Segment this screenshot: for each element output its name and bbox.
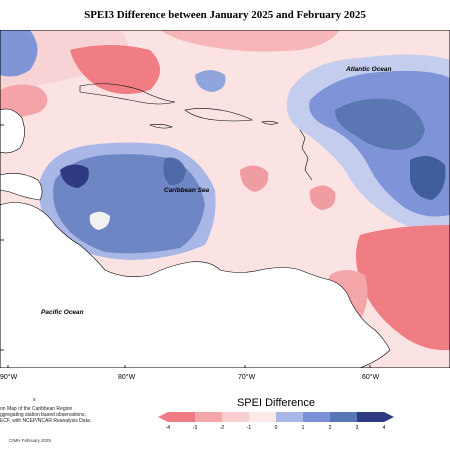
caribbean-sea-label: Caribbean Sea: [164, 187, 210, 194]
credit-text: CIMH February 2025: [9, 438, 52, 443]
colorbar-tick-label: 2: [328, 425, 332, 431]
anomaly-navy-honduras: [60, 164, 89, 188]
anomaly-darkblue-atlantic: [335, 98, 425, 150]
land-yucatan: [0, 173, 43, 201]
anomaly-red-gulf: [0, 84, 48, 117]
colorbar-tick-label: -4: [165, 425, 171, 431]
colorbar-segment: [168, 412, 196, 422]
anomaly-navy-atlantic: [410, 156, 446, 200]
colorbar-arrow-left: [158, 412, 168, 422]
note-mark: s: [33, 397, 36, 403]
lon-label-4: 60°W: [362, 374, 380, 381]
anomaly-blue-nw: [0, 30, 38, 77]
anomaly-darkblue-jamaica: [163, 157, 186, 186]
legend-colorbar: [158, 412, 394, 422]
lon-label-2: 80°W: [118, 374, 136, 381]
anomaly-blue-small: [195, 70, 226, 92]
map-canvas: [0, 30, 450, 368]
legend-title: SPEI Difference: [236, 397, 316, 409]
pacific-ocean-label: Pacific Ocean: [41, 309, 84, 316]
note-line-2: ggregating station based observations,: [0, 412, 86, 418]
colorbar-tick-label: -3: [192, 425, 198, 431]
colorbar-segment: [303, 412, 331, 422]
anomaly-red-cuba: [70, 45, 160, 94]
map-title: SPEI3 Difference between January 2025 an…: [84, 9, 366, 21]
anomaly-red-spot-1: [240, 165, 269, 192]
anomaly-red-se: [356, 225, 450, 351]
colorbar-segment: [276, 412, 304, 422]
colorbar-tick-label: -2: [219, 425, 225, 431]
colorbar-tick-label: -1: [246, 425, 252, 431]
colorbar-segment: [357, 412, 385, 422]
lon-label-1: 90°W: [0, 374, 18, 381]
colorbar-segment: [195, 412, 223, 422]
colorbar-tick-label: 3: [355, 425, 359, 431]
atlantic-ocean-label: Atlantic Ocean: [346, 66, 392, 73]
colorbar-tick-label: 4: [382, 425, 386, 431]
note-line-3: ECF, with NCEP/NCAR Reanalysis Data.: [0, 418, 92, 424]
colorbar-segment: [249, 412, 277, 422]
island-jamaica: [148, 124, 173, 129]
lesser-antilles: [299, 129, 313, 181]
colorbar-segment: [330, 412, 358, 422]
colorbar-tick-label: 1: [301, 425, 305, 431]
spei-map: [0, 30, 450, 368]
land-florida-mexico: [0, 108, 25, 154]
anomaly-pink-north: [160, 30, 340, 52]
colorbar-tick-label: 0: [274, 425, 278, 431]
island-cuba: [79, 83, 176, 105]
colorbar-segment: [222, 412, 250, 422]
lon-label-3: 70°W: [238, 374, 256, 381]
anomaly-white-panama: [89, 211, 110, 230]
note-line-1: on Map of the Caribbean Region: [0, 406, 73, 412]
island-puerto-rico: [261, 120, 279, 125]
anomaly-red-spot-2: [309, 185, 336, 210]
colorbar-arrow-right: [384, 412, 394, 422]
land-south-central-america: [0, 202, 391, 368]
island-hispaniola: [184, 108, 253, 122]
